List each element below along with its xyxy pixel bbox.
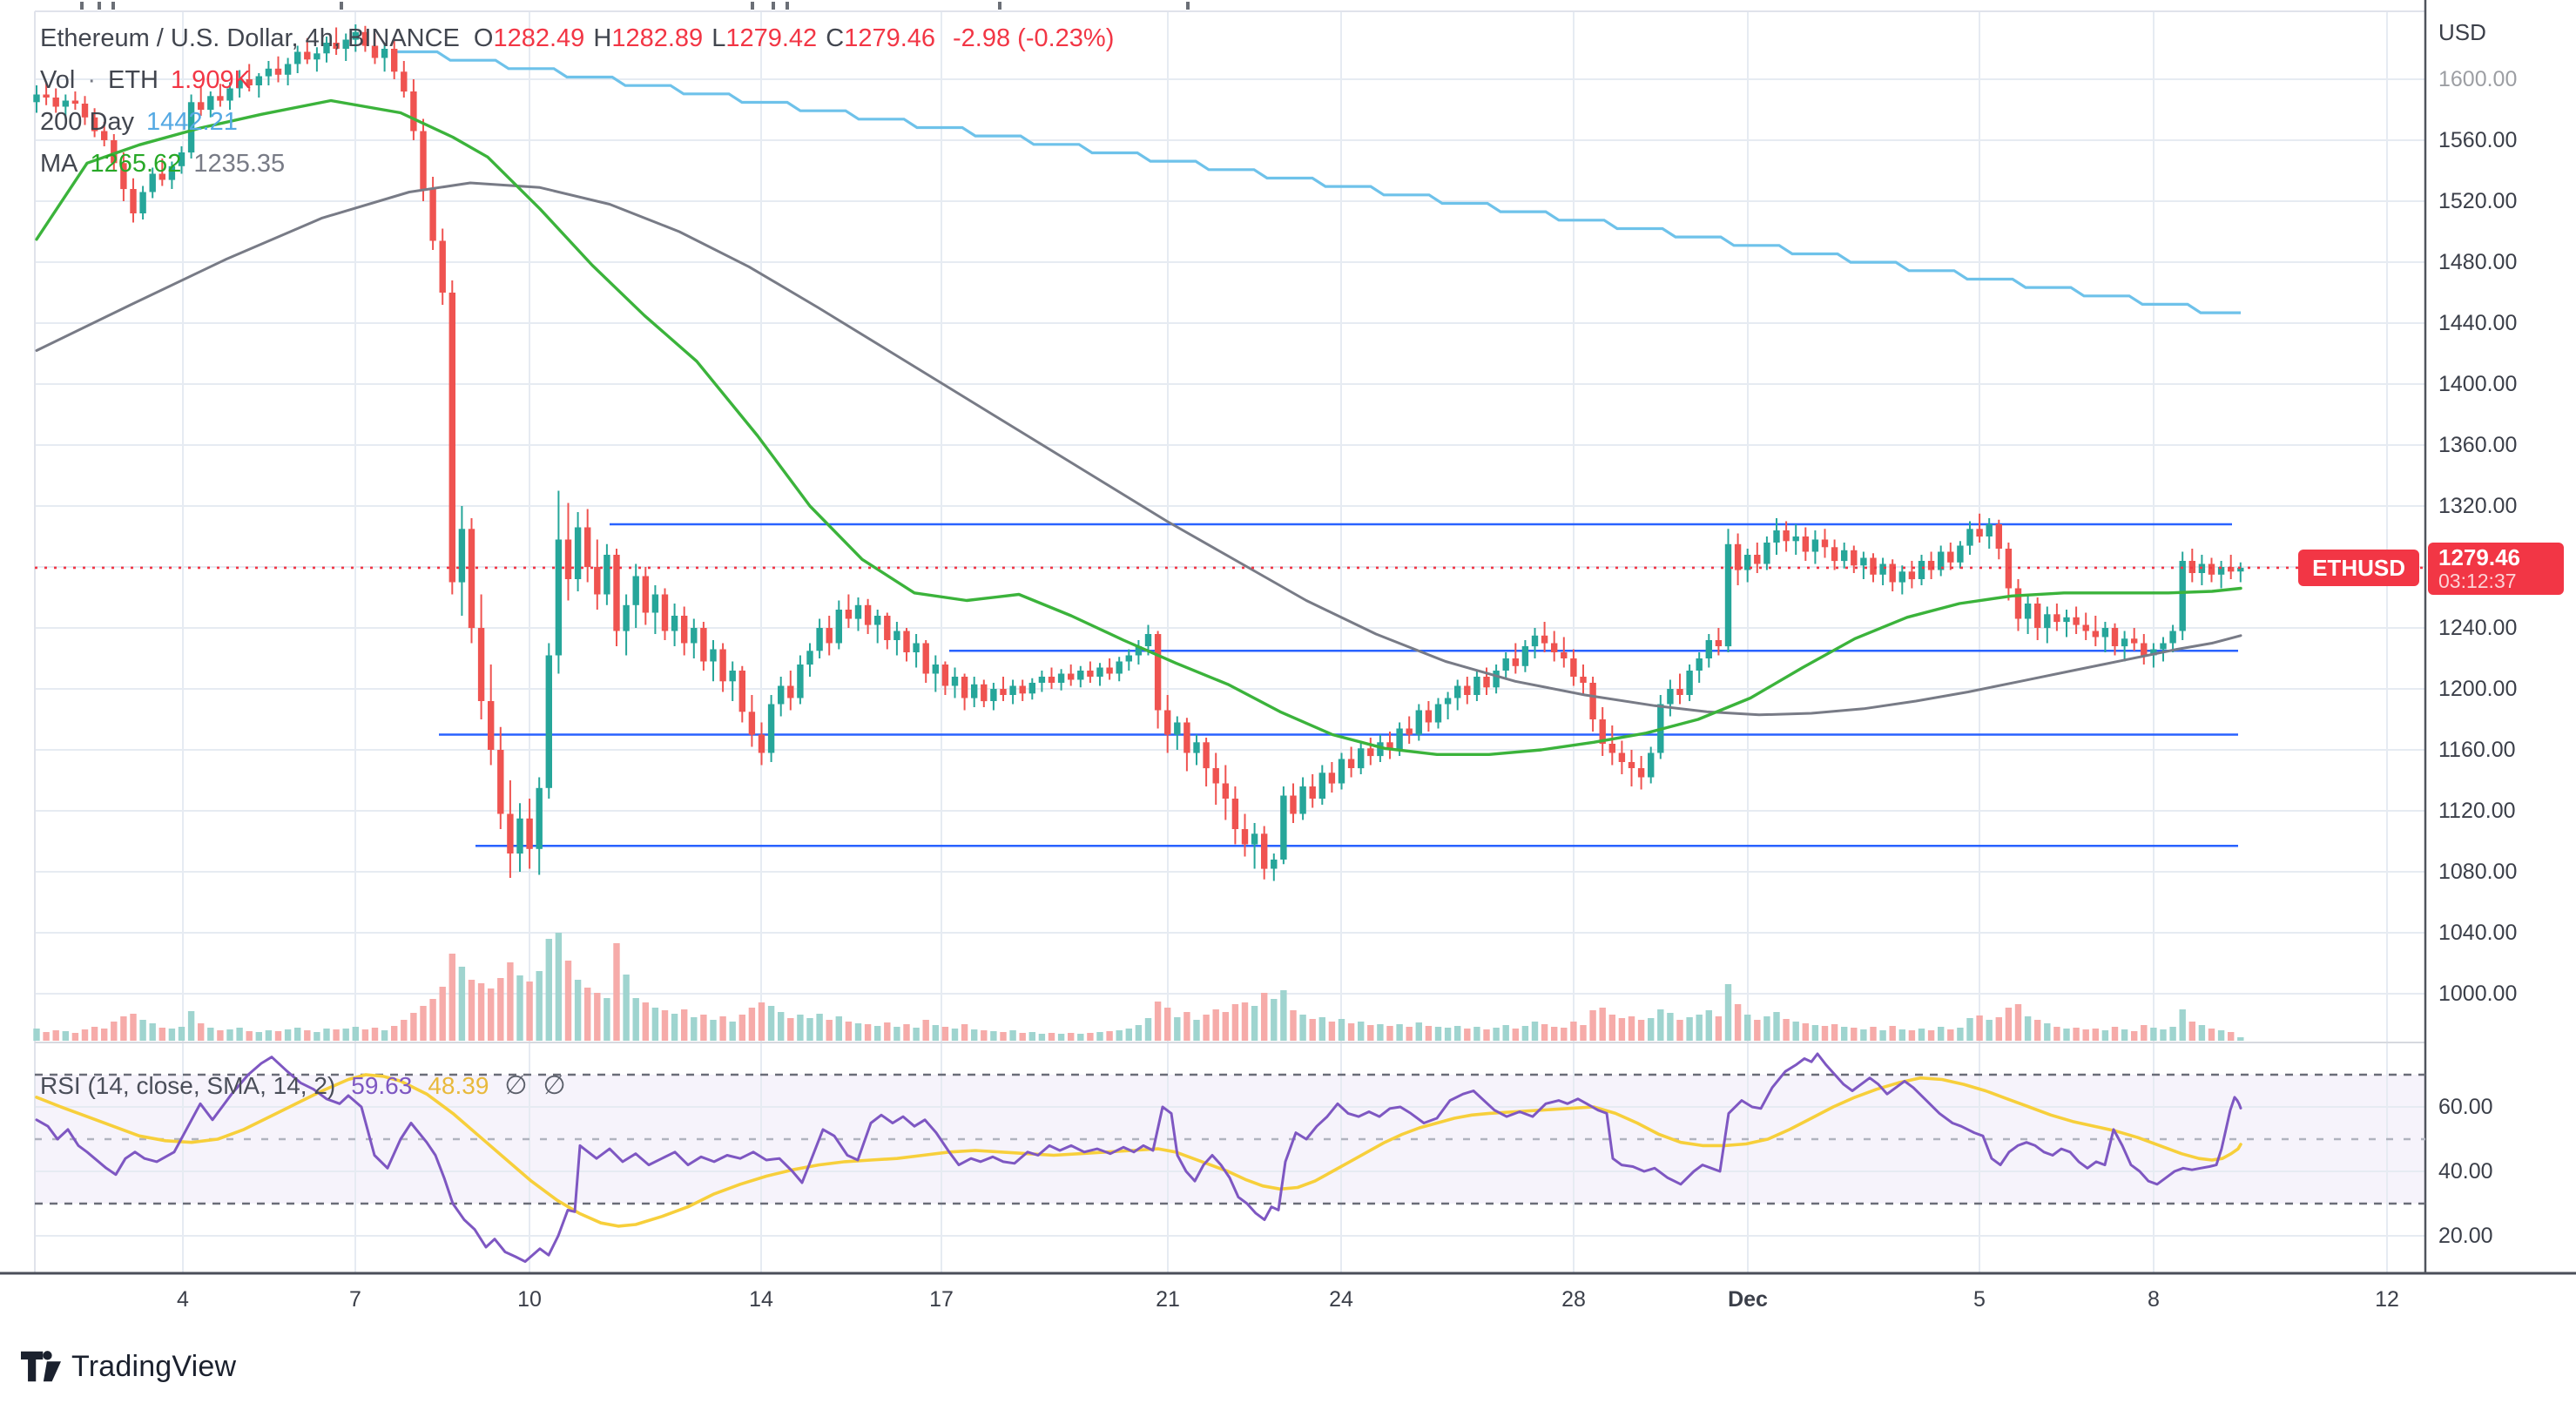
clipped-text-fragment <box>340 2 343 10</box>
rsi-legend-row[interactable]: RSI (14, close, SMA, 14, 2) 59.63 48.39 … <box>40 1070 566 1101</box>
ohlc-val: 1282.49 <box>493 24 585 52</box>
rsi-value: 59.63 <box>351 1072 413 1099</box>
ma-slow-value: 1235.35 <box>193 150 286 178</box>
volume-separator: · <box>87 66 96 94</box>
price-axis[interactable]: USD 1600.00 1560.00 1520.00 1480.00 1440.00 1… <box>2426 0 2576 1273</box>
price-tick: 1560.00 <box>2438 128 2518 152</box>
time-label: 21 <box>1156 1287 1180 1312</box>
symbol-price-flag: ETHUSD <box>2298 550 2419 586</box>
clipped-text-fragment <box>80 2 84 10</box>
time-label: Dec <box>1728 1287 1768 1312</box>
ohlc-val: 1279.42 <box>725 24 818 52</box>
time-label: 8 <box>2148 1287 2160 1312</box>
clipped-text-fragment <box>751 2 754 10</box>
rsi-label: RSI (14, close, SMA, 14, 2) <box>40 1072 336 1099</box>
ohlc-val: 1279.46 <box>844 24 936 52</box>
clipped-text-fragment <box>772 2 775 10</box>
volume-label: Vol <box>40 66 76 94</box>
time-axis[interactable]: 4 7 10 14 17 21 24 28 Dec 5 8 12 <box>0 1275 2576 1332</box>
time-label: 4 <box>177 1287 189 1312</box>
price-tick: 1120.00 <box>2438 799 2516 823</box>
time-label: 10 <box>517 1287 542 1312</box>
tradingview-wordmark: TradingView <box>71 1349 237 1383</box>
ma200-line <box>392 50 2241 314</box>
ohlc-pair: L1279.42 <box>711 24 817 52</box>
currency-label: USD <box>2438 19 2486 45</box>
price-tick: 1520.00 <box>2438 189 2518 213</box>
price-tick: 1400.00 <box>2438 372 2518 396</box>
price-tick: 1440.00 <box>2438 311 2518 335</box>
ohlc-key: C <box>826 24 845 52</box>
clipped-text-fragment <box>111 2 115 10</box>
ma-legend-row[interactable]: MA 1265.62 1235.35 <box>40 150 1114 192</box>
price-tick: 1160.00 <box>2438 738 2516 762</box>
price-tick: 1040.00 <box>2438 921 2518 945</box>
time-label: 17 <box>929 1287 954 1312</box>
ohlc-key: L <box>711 24 726 52</box>
symbol-title: Ethereum / U.S. Dollar, 4h, BINANCE <box>40 24 460 52</box>
ma-fast-value: 1265.62 <box>90 150 182 178</box>
volume-legend-row[interactable]: Vol · ETH 1.909K <box>40 66 1114 108</box>
time-label: 5 <box>1973 1287 1986 1312</box>
last-price-value: 1279.46 <box>2438 544 2520 570</box>
time-label: 12 <box>2375 1287 2399 1312</box>
change-value: -2.98 (-0.23%) <box>953 24 1115 52</box>
price-tick: 1360.00 <box>2438 433 2518 457</box>
empty-set-icon: ∅ <box>543 1071 566 1100</box>
ohlc-pair: H1282.89 <box>593 24 703 52</box>
price-tick: 1080.00 <box>2438 860 2518 884</box>
volume-unit: ETH <box>108 66 158 94</box>
ma-label: MA <box>40 150 78 178</box>
ohlc-key: H <box>593 24 612 52</box>
volume-value: 1.909K <box>171 66 251 94</box>
price-tick: 1600.00 <box>2438 67 2518 91</box>
time-label: 14 <box>749 1287 773 1312</box>
time-label: 7 <box>349 1287 361 1312</box>
price-tick: 1200.00 <box>2438 677 2518 701</box>
rsi-tick: 20.00 <box>2438 1224 2493 1248</box>
last-price-badge: 1279.46 03:12:37 <box>2428 543 2564 595</box>
price-tick: 1240.00 <box>2438 616 2518 640</box>
ma200-legend-row[interactable]: 200 Day 1442.21 <box>40 108 1114 150</box>
empty-set-icon: ∅ <box>504 1071 528 1100</box>
rsi-tick: 60.00 <box>2438 1095 2493 1119</box>
ohlc-values: O1282.49 H1282.89 L1279.42 C1279.46 <box>472 24 935 53</box>
ohlc-val: 1282.89 <box>611 24 704 52</box>
clipped-text-fragment <box>998 2 1001 10</box>
symbol-legend-row[interactable]: Ethereum / U.S. Dollar, 4h, BINANCE O128… <box>40 24 1114 66</box>
rsi-tick: 40.00 <box>2438 1159 2493 1184</box>
time-label: 24 <box>1329 1287 1353 1312</box>
ohlc-pair: C1279.46 <box>826 24 935 52</box>
tradingview-logo-icon <box>21 1351 61 1382</box>
clipped-text-fragment <box>786 2 789 10</box>
ohlc-pair: O1282.49 <box>474 24 584 52</box>
chart-legend: Ethereum / U.S. Dollar, 4h, BINANCE O128… <box>40 24 1114 192</box>
clipped-text-fragment <box>1186 2 1190 10</box>
rsi-sma-value: 48.39 <box>428 1072 489 1099</box>
ma200-value: 1442.21 <box>146 108 238 136</box>
clipped-text-fragment <box>98 2 101 10</box>
ohlc-key: O <box>473 24 494 52</box>
price-tick: 1000.00 <box>2438 982 2518 1006</box>
time-label: 28 <box>1561 1287 1586 1312</box>
ma200-label: 200 Day <box>40 108 135 136</box>
price-tick: 1320.00 <box>2438 494 2518 518</box>
tradingview-logo[interactable]: TradingView <box>21 1348 236 1385</box>
price-tick: 1480.00 <box>2438 250 2518 274</box>
candle-countdown: 03:12:37 <box>2438 570 2517 592</box>
